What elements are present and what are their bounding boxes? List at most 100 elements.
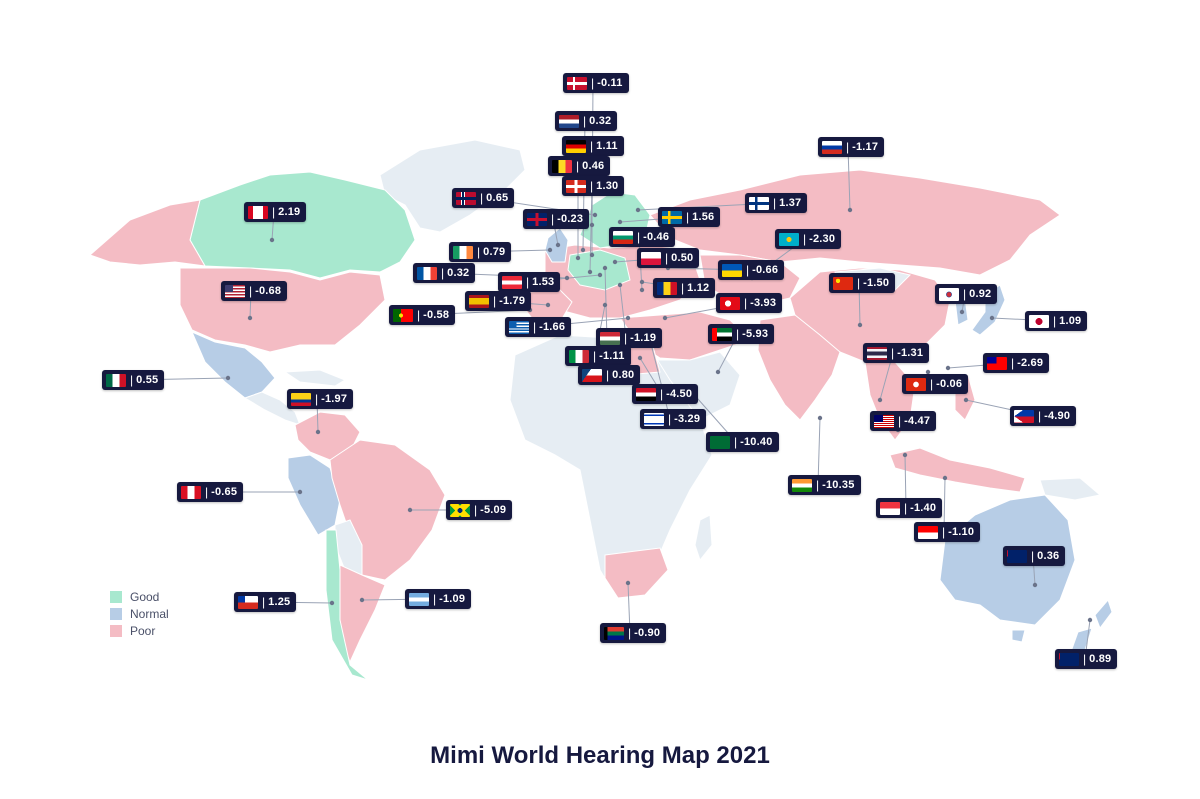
badge-sweden: | 1.56 (658, 207, 721, 227)
badge-separator: | (493, 294, 497, 308)
badge-china: | -1.50 (829, 273, 896, 293)
badge-uae: | -5.93 (708, 324, 775, 344)
badge-separator: | (417, 308, 421, 322)
leader-dot-china (857, 322, 863, 328)
badge-argentina: | -1.09 (405, 589, 472, 609)
badge-separator: | (803, 232, 807, 246)
badge-turkey: | -3.93 (716, 293, 783, 313)
badge-separator: | (590, 139, 594, 153)
south-africa-shape (604, 547, 669, 599)
badge-france: | 0.32 (413, 263, 476, 283)
leader-dot-france (564, 275, 570, 281)
badge-separator: | (668, 412, 672, 426)
leader-dot-colombia (315, 429, 321, 435)
badge-value-israel: -3.29 (674, 413, 701, 425)
badge-value-canada: 2.19 (278, 206, 301, 218)
legend-row-normal: Normal (110, 605, 169, 622)
leader-dot-italy (602, 302, 608, 308)
badge-value-spain: -1.79 (499, 295, 526, 307)
badge-value-argentina: -1.09 (439, 593, 466, 605)
badge-separator: | (930, 377, 934, 391)
japan-flag-icon (1029, 314, 1049, 328)
badge-separator: | (474, 503, 478, 517)
badge-czech-republic: | 0.80 (578, 365, 641, 385)
badge-separator: | (441, 266, 445, 280)
legend-label-good: Good (130, 589, 160, 604)
leader-dot-mexico (225, 375, 231, 381)
badge-malaysia: | -4.47 (870, 411, 937, 431)
badge-separator: | (249, 284, 253, 298)
badge-separator: | (205, 485, 209, 499)
badge-poland: | 0.50 (637, 248, 700, 268)
badge-value-china: -1.50 (863, 277, 890, 289)
badge-separator: | (942, 525, 946, 539)
peru-flag-icon (181, 485, 201, 499)
badge-separator: | (576, 159, 580, 173)
badge-value-brazil: -5.09 (480, 504, 507, 516)
leader-line-india (817, 417, 821, 486)
badge-separator: | (1038, 409, 1042, 423)
sweden-flag-icon (662, 210, 682, 224)
leader-dot-united-kingdom (555, 242, 561, 248)
thailand-flag-icon (867, 346, 887, 360)
leader-dot-belgium (575, 255, 581, 261)
chile-shape (325, 529, 369, 681)
caribbean-shape (283, 369, 347, 387)
badge-value-mexico: 0.55 (136, 374, 159, 386)
badge-separator: | (1053, 314, 1057, 328)
badge-separator: | (593, 349, 597, 363)
badge-separator: | (551, 212, 555, 226)
bulgaria-flag-icon (613, 230, 633, 244)
south-africa-flag-icon (604, 626, 624, 640)
leader-dot-peru (297, 489, 303, 495)
leader-dot-philippines (963, 397, 969, 403)
badge-mexico: | 0.55 (102, 370, 165, 390)
leader-dot-spain (545, 302, 551, 308)
leader-dot-japan (989, 315, 995, 321)
badge-belgium: | 0.46 (548, 156, 611, 176)
badge-south-korea: | 0.92 (935, 284, 998, 304)
leader-dot-hong-kong (925, 369, 931, 375)
badge-philippines: | -4.90 (1010, 406, 1077, 426)
legend-swatch-normal (110, 607, 122, 620)
badge-ukraine: | -0.66 (718, 260, 785, 280)
uk-flag-icon (527, 212, 547, 226)
badge-value-austria: 1.53 (532, 276, 555, 288)
argentina-flag-icon (409, 592, 429, 606)
leader-dot-uae (715, 369, 721, 375)
indonesia-shape (889, 447, 1026, 493)
spain-flag-icon (469, 294, 489, 308)
netherlands-flag-icon (559, 114, 579, 128)
badge-value-chile: 1.25 (268, 596, 291, 608)
badge-united-kingdom: | -0.23 (523, 209, 590, 229)
badge-new-zealand: | 0.89 (1055, 649, 1118, 669)
badge-value-switzerland: 1.30 (596, 180, 619, 192)
badge-value-thailand: -1.31 (897, 347, 924, 359)
badge-value-sweden: 1.56 (692, 211, 715, 223)
badge-value-poland: 0.50 (671, 252, 694, 264)
leader-dot-bulgaria (639, 287, 645, 293)
hungary-flag-icon (600, 331, 620, 345)
kazakhstan-flag-icon (779, 232, 799, 246)
badge-separator: | (1083, 652, 1087, 666)
badge-colombia: | -1.97 (287, 389, 354, 409)
brazil-flag-icon (450, 503, 470, 517)
leader-line-russia (847, 146, 851, 211)
leader-dot-turkey (662, 315, 668, 321)
badge-value-russia: -1.17 (852, 141, 879, 153)
leader-dot-netherlands (580, 247, 586, 253)
badge-russia: | -1.17 (818, 137, 885, 157)
badge-value-united-kingdom: -0.23 (557, 213, 584, 225)
portugal-flag-icon (393, 308, 413, 322)
singapore-flag-icon (880, 501, 900, 515)
legend-swatch-good (110, 590, 122, 603)
badge-value-belgium: 0.46 (582, 160, 605, 172)
badge-taiwan: | -2.69 (983, 353, 1050, 373)
taiwan-flag-icon (987, 356, 1007, 370)
badge-hong-kong: | -0.06 (902, 374, 969, 394)
badge-value-india: -10.35 (822, 479, 855, 491)
ukraine-flag-icon (722, 263, 742, 277)
greece-flag-icon (509, 320, 529, 334)
badge-value-malaysia: -4.47 (904, 415, 931, 427)
leader-dot-czech-republic (602, 265, 608, 271)
